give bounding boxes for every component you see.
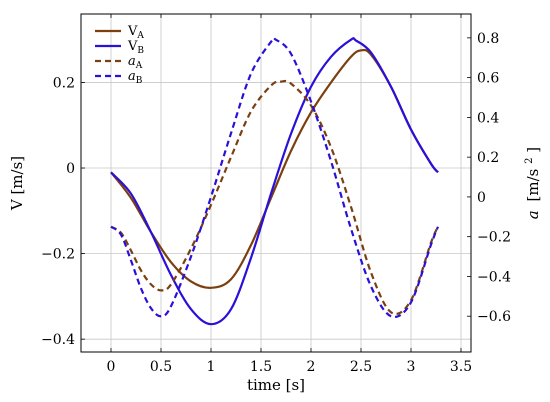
y-axis-right-title: a [m/s 2 ]	[518, 147, 542, 219]
x-tick-label: 1	[207, 359, 216, 375]
y-left-tick-label: −0.2	[41, 247, 75, 263]
x-tick-label: 3	[407, 359, 416, 375]
grid	[81, 14, 471, 352]
plot-frame	[80, 13, 472, 353]
legend-label: aB	[128, 69, 143, 86]
series-layer	[110, 36, 440, 326]
y-right-tick-label: 0.8	[477, 31, 499, 47]
y-left-tick-label: 0.2	[53, 75, 75, 91]
x-tick-label: 1.5	[250, 359, 272, 375]
series-line-a-a-dashed	[110, 79, 440, 316]
y-right-tick-label: 0.2	[477, 150, 499, 166]
y-axis-right-unit-sup: 2	[524, 157, 535, 163]
x-tick-label: 0.5	[150, 359, 172, 375]
y-right-tick-label: −0.2	[477, 230, 511, 246]
y-right-tick-label: 0	[477, 190, 486, 206]
y-axis-right-unit-close: ]	[524, 147, 542, 153]
x-tick-label: 3.5	[450, 359, 472, 375]
y-axis-right-symbol: a	[524, 210, 542, 219]
x-tick-label: 2.5	[350, 359, 372, 375]
x-tick-label: 2	[307, 359, 316, 375]
x-axis-title: time [s]	[247, 376, 305, 394]
y-right-tick-label: 0.4	[477, 110, 499, 126]
y-right-tick-label: −0.4	[477, 269, 511, 285]
legend-label: VA	[127, 24, 144, 41]
y-left-tick-label: 0	[66, 161, 75, 177]
ticks	[81, 14, 471, 352]
y-right-tick-label: −0.6	[477, 309, 511, 325]
y-axis-right-unit: [m/s	[524, 169, 542, 202]
series-line-v-b	[110, 37, 439, 326]
legend-label: VB	[127, 39, 144, 56]
tick-labels: 0 0.5 1 1.5 2 2.5 3 3.5 −0.4 −0.2 0 0.2 −0.6 −0.4 −0.2…	[41, 31, 511, 375]
y-axis-left-title: V [m/s]	[8, 156, 26, 211]
y-left-tick-label: −0.4	[41, 332, 75, 348]
y-right-tick-label: 0.6	[477, 71, 499, 87]
series-line-a-b-dashed	[110, 36, 440, 318]
legend-label: aA	[128, 54, 143, 71]
x-tick-label: 0	[107, 359, 116, 375]
